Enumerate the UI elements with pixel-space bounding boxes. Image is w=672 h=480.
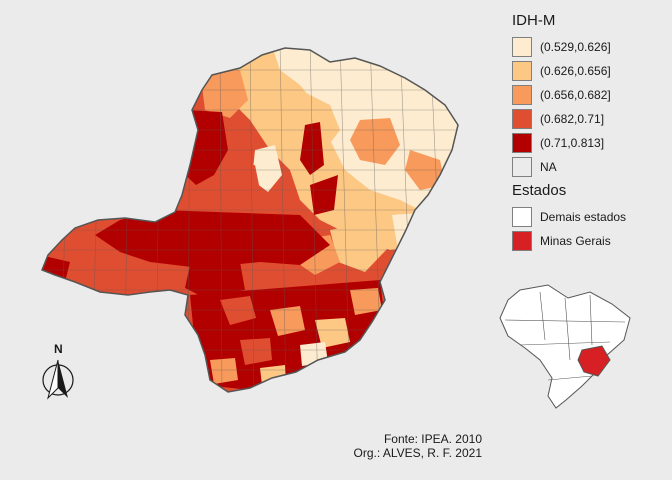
legend-idh-swatch: [512, 61, 532, 81]
minas-gerais-inset: [577, 345, 611, 377]
legend-idh-item: (0.529,0.626]: [512, 36, 611, 58]
legend-estados-title: Estados: [512, 182, 567, 199]
legend-estados-label: Demais estados: [540, 210, 627, 224]
legend-idh-item: (0.626,0.656]: [512, 60, 611, 82]
north-arrow-label: N: [54, 342, 63, 356]
legend-idh-item: (0.71,0.813]: [512, 132, 604, 154]
legend-idh-label: (0.626,0.656]: [540, 64, 611, 78]
legend-estados-swatch: [512, 207, 532, 227]
caption-source: Fonte: IPEA. 2010: [383, 432, 482, 446]
legend-idh-item: (0.682,0.71]: [512, 108, 604, 130]
legend-idh-swatch: [512, 109, 532, 129]
caption: Fonte: IPEA. 2010 Org.: ALVES, R. F. 202…: [353, 432, 482, 460]
legend-idh-label: (0.529,0.626]: [540, 40, 611, 54]
legend-idh-swatch: [512, 157, 532, 177]
brazil-inset-map: [499, 284, 631, 409]
legend-idh-item: (0.656,0.682]: [512, 84, 611, 106]
minas-gerais-outline: [41, 47, 459, 393]
legend-idh-title: IDH-M: [512, 12, 556, 29]
north-arrow-icon: [42, 359, 74, 400]
legend-idh-label: NA: [540, 160, 557, 174]
legend-idh-label: (0.71,0.813]: [540, 136, 605, 150]
caption-author: Org.: ALVES, R. F. 2021: [353, 446, 482, 460]
legend-idh-swatch: [512, 133, 532, 153]
legend-idh-swatch: [512, 85, 532, 105]
legend-idh-label: (0.682,0.71]: [540, 112, 605, 126]
legend-idh-swatch: [512, 37, 532, 57]
legend-estados-item: Minas Gerais: [512, 230, 611, 252]
legend-estados-label: Minas Gerais: [540, 234, 611, 248]
legend-estados-item: Demais estados: [512, 206, 626, 228]
legend-estados-swatch: [512, 231, 532, 251]
legend-idh-label: (0.656,0.682]: [540, 88, 611, 102]
legend-idh-item: NA: [512, 156, 557, 178]
